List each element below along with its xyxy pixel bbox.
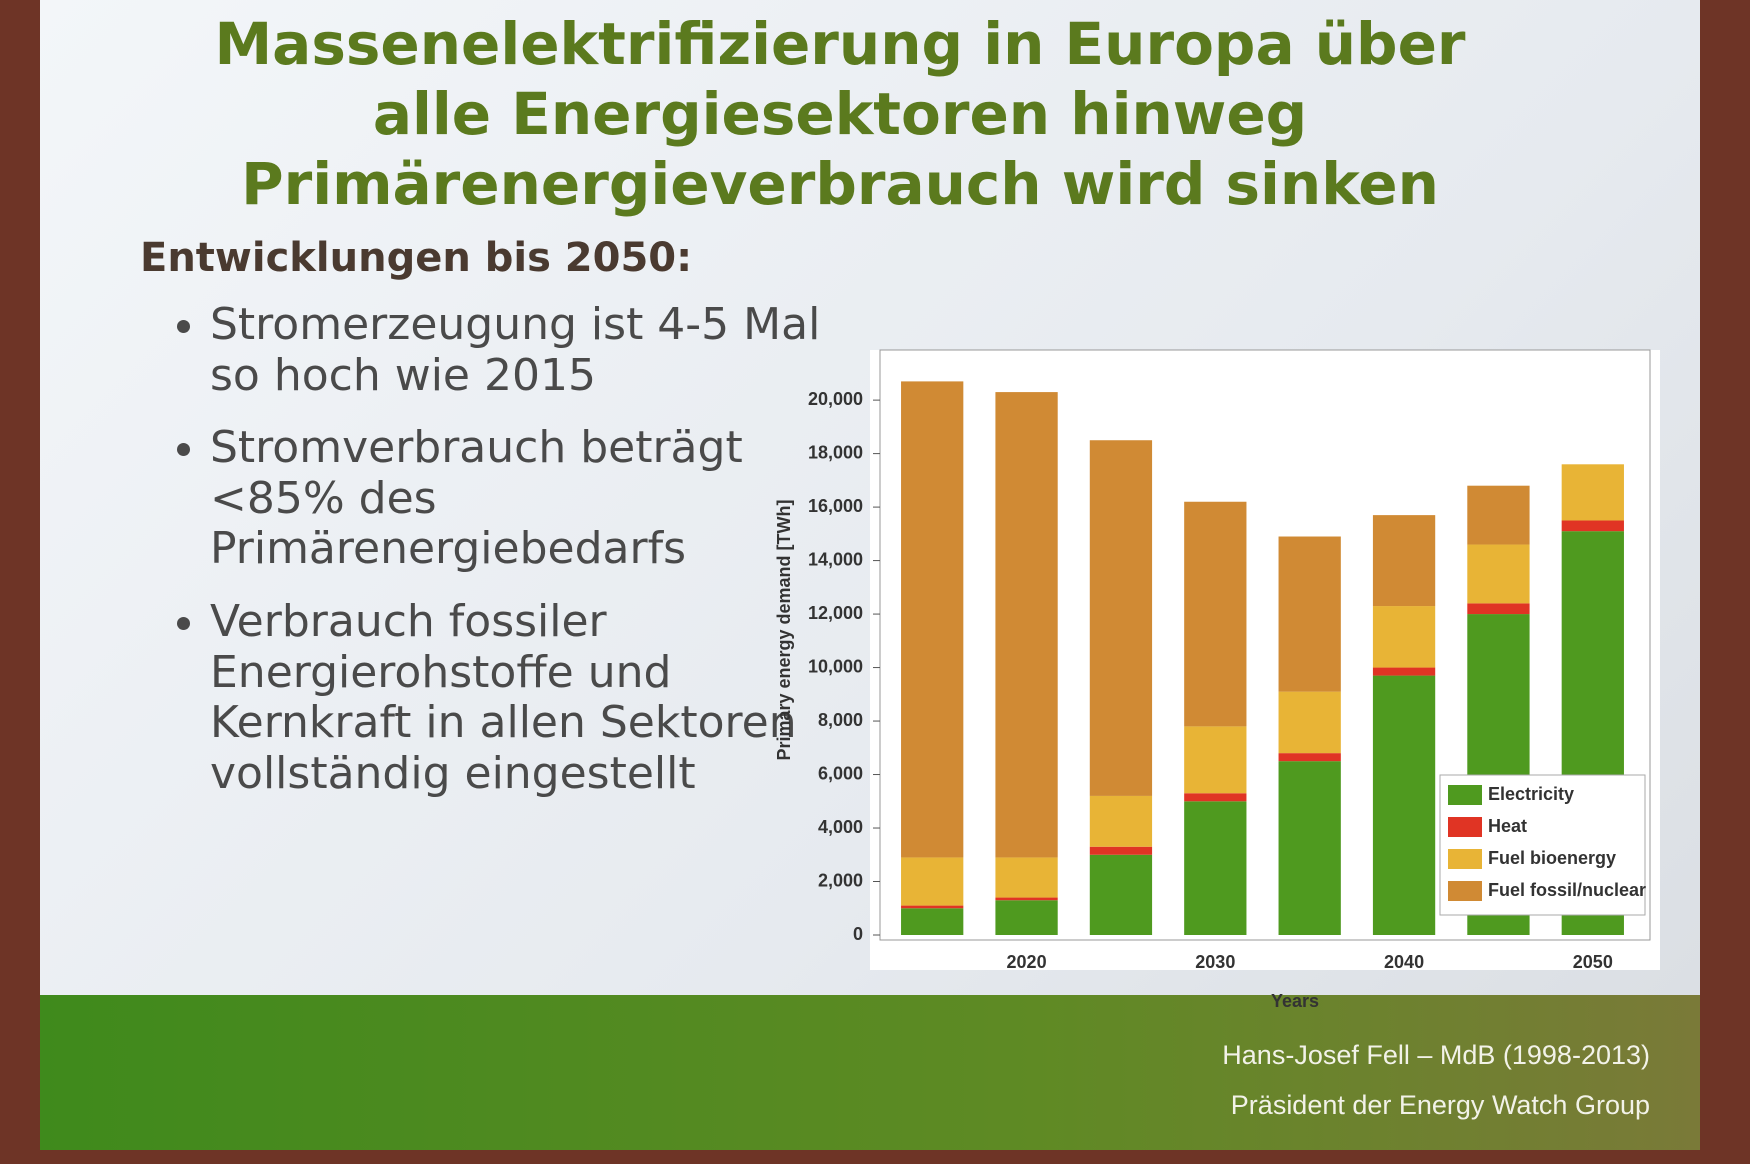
title-line: Massenelektrifizierung in Europa über — [214, 10, 1466, 78]
legend-swatch — [1448, 881, 1482, 901]
y-tick-label: 10,000 — [808, 656, 863, 676]
bar-segment — [1372, 675, 1436, 935]
bar-segment — [1089, 440, 1153, 796]
legend-swatch — [1448, 817, 1482, 837]
bar-segment — [1184, 793, 1247, 802]
bar-segment — [1467, 485, 1530, 545]
y-tick-label: 16,000 — [808, 496, 863, 516]
bar-segment — [1089, 795, 1153, 847]
bar-segment — [1372, 667, 1436, 676]
legend-label: Electricity — [1488, 784, 1574, 804]
legend-label: Heat — [1488, 816, 1527, 836]
bar-segment — [1184, 801, 1247, 935]
x-tick-label: 2020 — [1007, 952, 1047, 972]
bar-segment — [1184, 726, 1247, 794]
bar-segment — [1184, 501, 1247, 727]
y-tick-label: 18,000 — [808, 442, 863, 462]
footer-line: Präsident der Energy Watch Group — [1230, 1090, 1650, 1120]
bar-segment — [1278, 753, 1341, 762]
bar-segment — [1372, 515, 1436, 607]
x-tick-label: 2050 — [1573, 952, 1613, 972]
y-tick-label: 4,000 — [818, 817, 863, 837]
footer: Hans-Josef Fell – MdB (1998-2013) Präsid… — [40, 995, 1700, 1150]
bar-segment — [901, 857, 964, 906]
bar-segment — [1089, 854, 1153, 935]
bar-segment — [1467, 544, 1530, 604]
y-tick-label: 6,000 — [818, 763, 863, 783]
bullet-list: Stromerzeugung ist 4-5 Mal so hoch wie 2… — [160, 299, 830, 821]
footer-line: Hans-Josef Fell – MdB (1998-2013) — [1222, 1040, 1650, 1070]
legend-label: Fuel fossil/nuclear — [1488, 880, 1646, 900]
bullet: Stromerzeugung ist 4-5 Mal so hoch wie 2… — [210, 299, 830, 401]
bar-segment — [1372, 606, 1436, 668]
y-axis-label: Primary energy demand [TWh] — [774, 499, 794, 760]
title-line: Primärenergieverbrauch wird sinken — [241, 150, 1439, 218]
legend-swatch — [1448, 849, 1482, 869]
x-tick-label: 2040 — [1384, 952, 1424, 972]
plot-frame — [879, 349, 1651, 941]
bar-segment — [1278, 691, 1341, 754]
y-tick-label: 12,000 — [808, 603, 863, 623]
bar-segment — [995, 857, 1058, 898]
bar-segment — [995, 392, 1058, 858]
bullet: Stromverbrauch beträgt <85% des Primären… — [210, 422, 830, 575]
y-tick-label: 20,000 — [808, 389, 863, 409]
x-axis-label: Years — [1271, 991, 1319, 1011]
bar-segment — [1561, 520, 1624, 532]
bullet: Verbrauch fossiler Energierohstoffe und … — [210, 596, 830, 799]
bar-segment — [901, 381, 964, 858]
bar-segment — [995, 900, 1058, 935]
legend-label: Fuel bioenergy — [1488, 848, 1616, 868]
bar-segment — [1467, 603, 1530, 615]
bar-segment — [1561, 464, 1624, 521]
y-tick-label: 14,000 — [808, 549, 863, 569]
bar-segment — [1278, 761, 1341, 935]
bar-segment — [995, 897, 1058, 901]
y-tick-label: 8,000 — [818, 710, 863, 730]
y-tick-label: 2,000 — [818, 870, 863, 890]
bar-segment — [901, 908, 964, 935]
bar-segment — [1278, 536, 1341, 692]
title-line: alle Energiesektoren hinweg — [372, 80, 1308, 148]
legend-swatch — [1448, 785, 1482, 805]
subheading: Entwicklungen bis 2050: — [140, 235, 693, 281]
x-tick-label: 2030 — [1195, 952, 1235, 972]
bar-segment — [901, 905, 964, 909]
y-tick-label: 0 — [853, 924, 863, 944]
bar-segment — [1089, 846, 1153, 855]
